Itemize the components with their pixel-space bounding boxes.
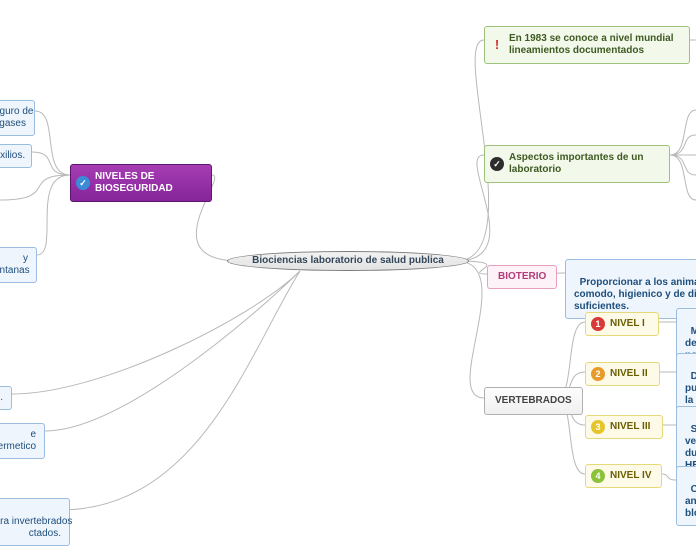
fragment-o[interactable]: o. [0, 386, 12, 410]
badge-1-icon: 1 [591, 317, 605, 331]
center-title: Biociencias laboratorio de salud publica [252, 255, 444, 266]
exclamation-icon: ! [490, 38, 504, 52]
badge-4-icon: 4 [591, 469, 605, 483]
vertebrados-node[interactable]: VERTEBRADOS [484, 387, 583, 415]
check-icon: ✓ [76, 176, 90, 190]
badge-3-icon: 3 [591, 420, 605, 434]
aspectos-text: Aspectos importantes de un laboratorio [509, 152, 643, 175]
nivel-1-node[interactable]: 1 NIVEL I [585, 312, 659, 336]
bioterio-node[interactable]: BIOTERIO [487, 265, 557, 289]
lineamientos-node[interactable]: ! En 1983 se conoce a nivel mundial line… [484, 26, 690, 64]
fragment-gases[interactable]: seguro de y gases [0, 100, 35, 136]
fragment-auxilios[interactable]: auxilios. [0, 144, 32, 168]
nivel-3-node[interactable]: 3 NIVEL III [585, 415, 663, 439]
nivel-4-desc[interactable]: Cua ani blo [676, 466, 696, 526]
vertebrados-label: VERTEBRADOS [495, 395, 572, 406]
lineamientos-text: En 1983 se conoce a nivel mundial lineam… [509, 33, 674, 56]
aspectos-node[interactable]: ✓ Aspectos importantes de un laboratorio [484, 145, 670, 183]
fragment-ventanas[interactable]: y ventanas [0, 247, 37, 283]
fragment-invertebrados[interactable]: ara invertebrados ctados. [0, 498, 70, 546]
niveles-bioseguridad-node[interactable]: ✓ NIVELES DE BIOSEGURIDAD [70, 164, 212, 202]
badge-2-icon: 2 [591, 367, 605, 381]
nivel-2-node[interactable]: 2 NIVEL II [585, 362, 660, 386]
nivel-4-node[interactable]: 4 NIVEL IV [585, 464, 662, 488]
center-node[interactable]: Biociencias laboratorio de salud publica [227, 251, 469, 271]
bioterio-label: BIOTERIO [498, 271, 546, 282]
check-icon: ✓ [490, 157, 504, 171]
fragment-hermetico[interactable]: e hermetico [0, 423, 45, 459]
niveles-label: NIVELES DE BIOSEGURIDAD [95, 171, 173, 194]
